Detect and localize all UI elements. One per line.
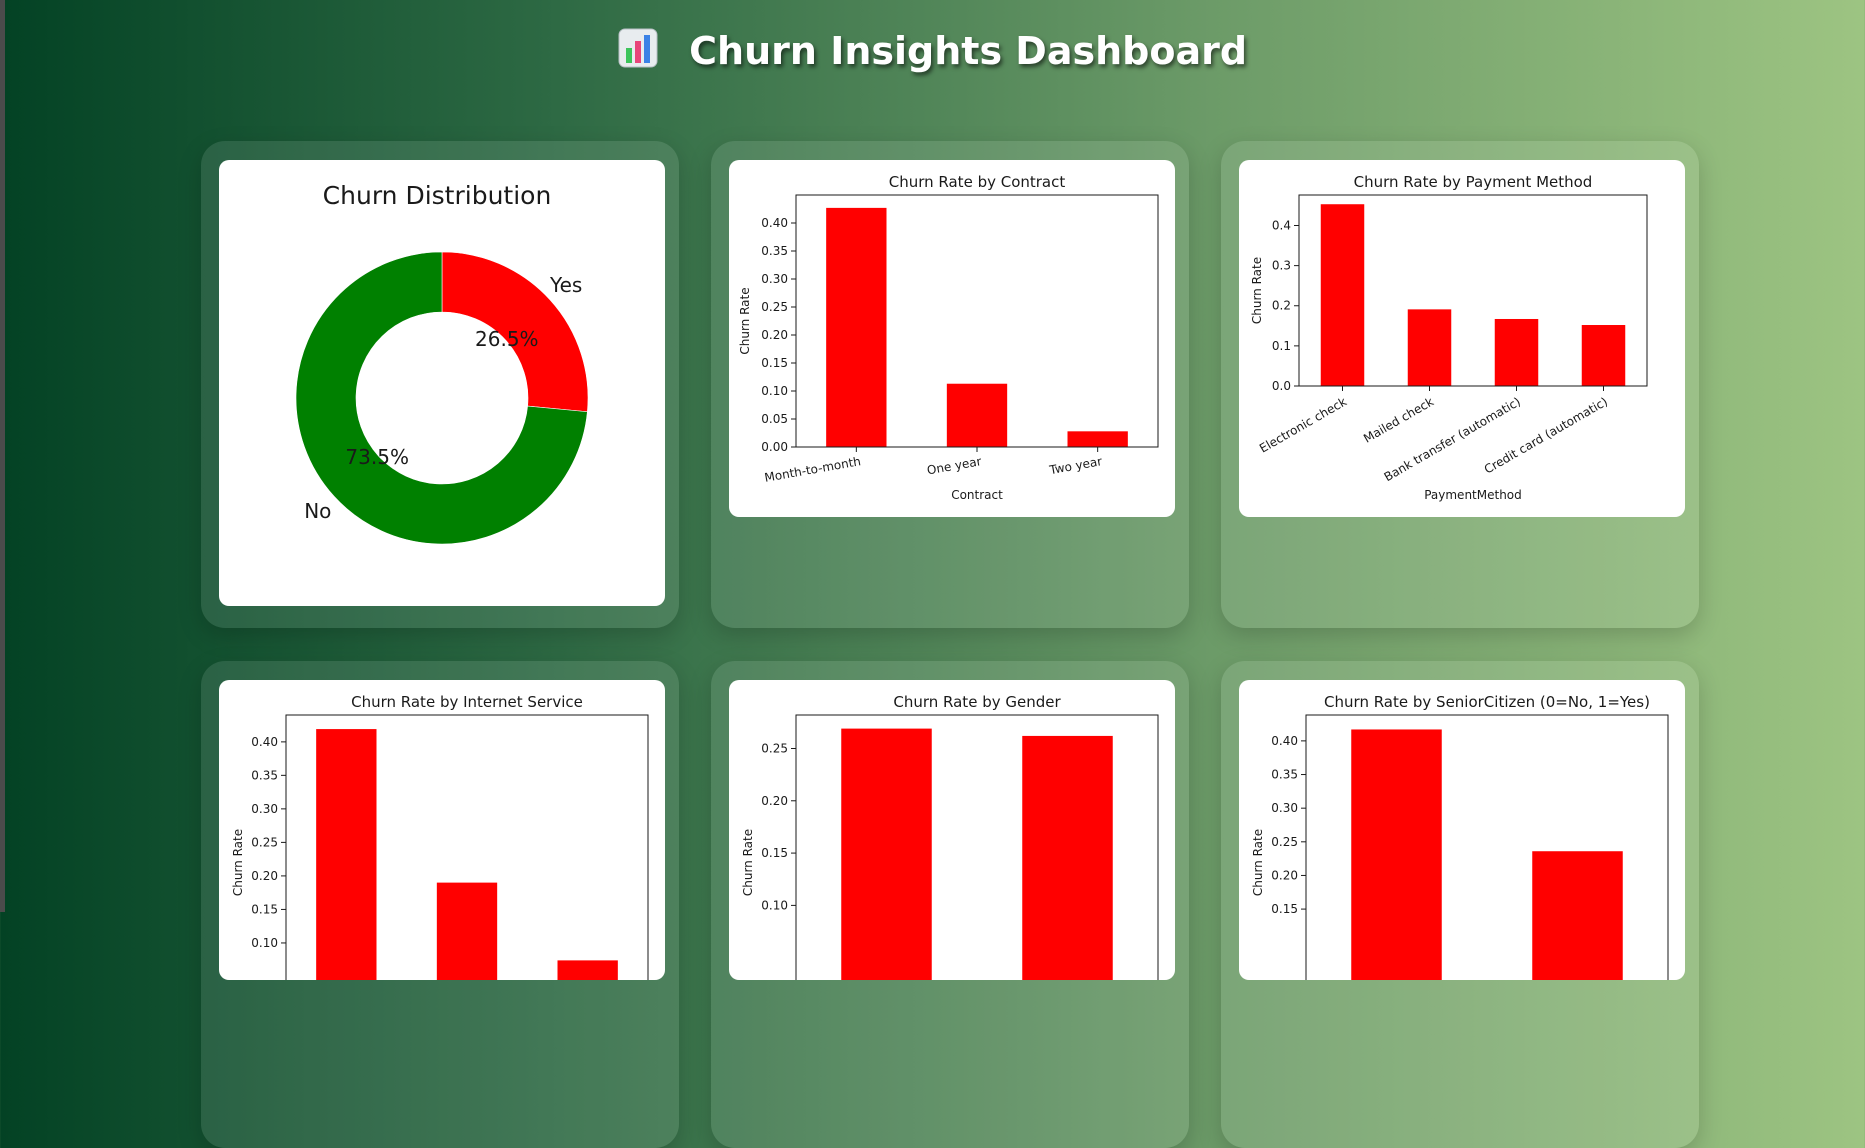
- pie-pct-yes: 26.5%: [475, 327, 539, 351]
- y-tick-label: 0.0: [1272, 379, 1291, 393]
- chart-box-churn-by-contract: Churn Rate by Contract 0.00 0.05 0.10 0.15 0.…: [729, 160, 1175, 517]
- x-axis-label: PaymentMethod: [1424, 488, 1522, 502]
- chart-box-churn-distribution: Churn Distribution Yes 26.5% No 73.5%: [219, 160, 665, 606]
- page-title: Churn Insights Dashboard: [689, 29, 1248, 73]
- chart-churn-by-senior-citizen: Churn Rate by SeniorCitizen (0=No, 1=Yes…: [1251, 693, 1669, 980]
- plot-frame: [1298, 194, 1648, 387]
- bar-two-year: [1067, 431, 1128, 447]
- card-churn-by-senior-citizen: Churn Rate by SeniorCitizen (0=No, 1=Yes…: [1221, 661, 1699, 1148]
- y-axis-label: Churn Rate: [738, 287, 752, 354]
- pie-pct-no: 73.5%: [345, 445, 409, 469]
- bar-chart-title: Churn Rate by Gender: [893, 693, 1061, 711]
- x-tick-label-electronic-check: Electronic check: [1257, 394, 1349, 455]
- bar-mailed-check: [1407, 309, 1452, 386]
- y-axis-label: Churn Rate: [741, 829, 755, 896]
- y-tick-label: 0.20: [251, 869, 278, 883]
- x-tick-label-two-year: Two year: [1047, 454, 1103, 477]
- y-tick-label: 0.25: [251, 835, 278, 849]
- y-tick-label: 0.25: [761, 300, 788, 314]
- page-header: Churn Insights Dashboard: [0, 28, 1865, 77]
- chart-churn-by-payment-method: Churn Rate by Payment Method 0.0 0.1 0.2 0.3…: [1250, 173, 1648, 502]
- bar-1: [1351, 729, 1442, 980]
- pie-label-yes: Yes: [549, 273, 582, 297]
- y-axis-label: Churn Rate: [1250, 257, 1264, 324]
- y-tick-label: 0.20: [761, 794, 788, 808]
- chart-box-churn-by-internet-service: Churn Rate by Internet Service 0.10 0.15 0.…: [219, 680, 665, 980]
- chart-churn-by-gender: Churn Rate by Gender 0.10 0.15 0.20 0.25 Chur…: [741, 693, 1159, 980]
- bar-credit-card-automatic: [1581, 325, 1626, 386]
- x-tick-label-one-year: One year: [926, 454, 983, 477]
- chart-box-churn-by-gender: Churn Rate by Gender 0.10 0.15 0.20 0.25 Chur…: [729, 680, 1175, 980]
- chart-churn-distribution: Churn Distribution Yes 26.5% No 73.5%: [295, 181, 589, 545]
- y-tick-label: 0.15: [761, 846, 788, 860]
- left-edge-strip: [0, 0, 5, 912]
- card-churn-distribution: Churn Distribution Yes 26.5% No 73.5%: [201, 141, 679, 628]
- chart-box-churn-by-payment-method: Churn Rate by Payment Method 0.0 0.1 0.2 0.3…: [1239, 160, 1685, 517]
- y-tick-label: 0.40: [1271, 734, 1298, 748]
- y-tick-label: 0.35: [251, 768, 278, 782]
- pie-slice-yes: [441, 251, 589, 413]
- bar-bank-transfer-automatic: [1494, 318, 1539, 386]
- y-axis-label: Churn Rate: [1251, 829, 1265, 896]
- y-tick-label: 0.30: [761, 272, 788, 286]
- card-churn-by-payment-method: Churn Rate by Payment Method 0.0 0.1 0.2 0.3…: [1221, 141, 1699, 628]
- bar-chart-title: Churn Rate by Payment Method: [1354, 173, 1593, 191]
- card-churn-by-contract: Churn Rate by Contract 0.00 0.05 0.10 0.15 0.…: [711, 141, 1189, 628]
- bar-chart-title: Churn Rate by SeniorCitizen (0=No, 1=Yes…: [1324, 693, 1650, 711]
- y-tick-label: 0.00: [761, 440, 788, 454]
- pie-slice-no: [295, 251, 588, 545]
- y-tick-label: 0.35: [1271, 768, 1298, 782]
- y-tick-label: 0.2: [1272, 299, 1291, 313]
- bar-0: [1532, 851, 1623, 980]
- y-tick-label: 0.1: [1272, 339, 1291, 353]
- x-axis-label: Contract: [951, 488, 1003, 502]
- y-tick-label: 0.20: [1271, 868, 1298, 882]
- bar-one-year: [946, 383, 1008, 447]
- plot-frame: [285, 714, 649, 980]
- pie-title: Churn Distribution: [323, 181, 552, 210]
- bar-chart-title: Churn Rate by Internet Service: [351, 693, 583, 711]
- card-churn-by-gender: Churn Rate by Gender 0.10 0.15 0.20 0.25 Chur…: [711, 661, 1189, 1148]
- bar-male: [1022, 735, 1113, 980]
- y-tick-label: 0.25: [761, 741, 788, 755]
- y-tick-label: 0.10: [761, 898, 788, 912]
- y-tick-label: 0.35: [761, 244, 788, 258]
- bar-chart-title: Churn Rate by Contract: [889, 173, 1066, 191]
- bar-fiber-optic: [316, 729, 377, 980]
- bar-electronic-check: [1320, 204, 1365, 386]
- card-churn-by-internet-service: Churn Rate by Internet Service 0.10 0.15 0.…: [201, 661, 679, 1148]
- bar-chart-icon: [618, 28, 658, 77]
- y-tick-label: 0.15: [251, 902, 278, 916]
- y-tick-label: 0.40: [761, 216, 788, 230]
- bar-female: [841, 728, 932, 980]
- y-tick-label: 0.3: [1272, 259, 1291, 273]
- y-tick-label: 0.20: [761, 328, 788, 342]
- chart-box-churn-by-senior-citizen: Churn Rate by SeniorCitizen (0=No, 1=Yes…: [1239, 680, 1685, 980]
- y-tick-label: 0.25: [1271, 835, 1298, 849]
- chart-churn-by-contract: Churn Rate by Contract 0.00 0.05 0.10 0.15 0.…: [738, 173, 1159, 502]
- y-tick-label: 0.40: [251, 735, 278, 749]
- y-axis-label: Churn Rate: [231, 829, 245, 896]
- plot-frame: [795, 714, 1159, 980]
- bar-dsl: [436, 882, 498, 980]
- plot-frame: [1305, 714, 1669, 980]
- chart-churn-by-internet-service: Churn Rate by Internet Service 0.10 0.15 0.…: [231, 693, 649, 980]
- x-tick-label-month-to-month: Month-to-month: [763, 454, 861, 485]
- y-tick-label: 0.15: [761, 356, 788, 370]
- y-tick-label: 0.4: [1272, 218, 1291, 232]
- x-tick-label-mailed-check: Mailed check: [1361, 394, 1436, 445]
- y-tick-label: 0.30: [1271, 801, 1298, 815]
- bar-no: [557, 960, 618, 980]
- pie-label-no: No: [304, 499, 331, 523]
- y-tick-label: 0.05: [761, 412, 788, 426]
- y-tick-label: 0.10: [251, 936, 278, 950]
- y-tick-label: 0.10: [761, 384, 788, 398]
- y-tick-label: 0.30: [251, 802, 278, 816]
- y-tick-label: 0.15: [1271, 902, 1298, 916]
- x-tick-label-bank-transfer-automatic: Bank transfer (automatic): [1382, 394, 1523, 484]
- bar-month-to-month: [826, 207, 887, 447]
